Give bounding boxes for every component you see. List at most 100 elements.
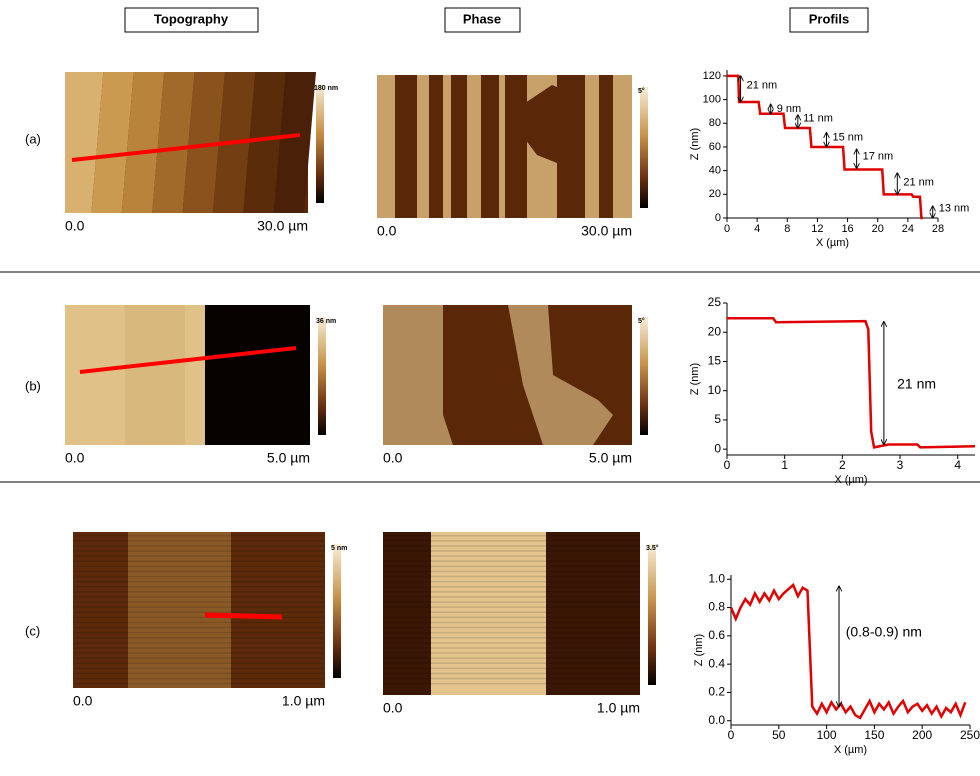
streak [383,677,640,680]
x-tick-label: 8 [784,223,790,235]
y-tick-label: 80 [709,117,721,129]
streak [73,596,325,598]
y-tick-label: 120 [703,70,721,82]
streak [73,657,325,659]
streak [383,560,640,562]
header: Profils [809,11,849,26]
streak [73,611,325,613]
streak [73,652,325,654]
streak [383,621,640,624]
colorbar-label: 36 nm [316,318,336,325]
terrace [243,72,286,213]
domain [599,75,613,218]
streak [383,642,640,644]
domain [505,75,527,218]
annotation: 9 nm [777,103,801,115]
annotation: 13 nm [939,202,970,214]
terrace [205,305,310,445]
streak [73,540,325,542]
scale-end: 5.0 µm [267,450,310,466]
y-tick-label: 0.4 [708,656,725,670]
profile-chart: 0 4 8 12 16 20 24 28 0 20 40 60 80 100 120 X (µm) Z (nm)… [689,70,969,249]
streak [383,672,640,675]
y-tick-label: 1.0 [708,571,725,585]
row-label: (a) [25,131,41,146]
phase-image [383,305,632,445]
y-axis-label: Z (nm) [689,363,701,395]
annotation: 21 nm [903,176,934,188]
row-label: (b) [25,378,41,393]
streak [73,580,325,583]
streak [73,642,325,644]
x-axis-label: X (µm) [834,474,867,486]
streak [383,545,640,547]
streak [383,662,640,664]
colorbar [640,317,648,435]
y-tick-label: 0.2 [708,685,725,699]
topography-image [65,72,316,213]
y-tick-label: 0 [714,441,721,455]
y-tick-label: 25 [708,295,722,309]
streak [383,657,640,659]
scale-start: 0.0 [65,450,85,466]
colorbar [318,317,326,435]
y-tick-label: 5 [714,412,721,426]
domain [395,75,417,218]
images: (a) 180 nm 0.0 30.0 µm 5° 0.0 30.0 µm (b) 36 nm 0… [25,72,659,716]
streak [73,662,325,664]
headers: Topography Phase Profils [124,7,869,33]
y-tick-label: 20 [709,188,721,200]
streak [383,637,640,639]
band [431,532,546,695]
streak [383,647,640,649]
scale-start: 0.0 [377,223,397,239]
streak [73,586,325,588]
streak [73,682,325,685]
streak [383,535,640,537]
streak [73,555,325,557]
y-tick-label: 20 [708,324,722,338]
x-tick-label: 0 [728,728,735,742]
profile-line [727,316,976,449]
streak [383,626,640,629]
streak [73,591,325,593]
streak [383,631,640,634]
streak [383,555,640,557]
x-tick-label: 50 [772,728,786,742]
streak [73,667,325,670]
header-box [444,7,521,33]
scale-start: 0.0 [73,693,93,709]
streak [383,616,640,619]
x-tick-label: 1 [781,458,788,472]
scale-start: 0.0 [65,218,85,234]
colorbar [648,544,656,685]
x-tick-label: 2 [839,458,846,472]
terrace [182,72,225,213]
terrace [152,72,195,213]
terrace [273,72,316,213]
profile-line [729,582,967,720]
phase-bg [377,75,632,218]
y-tick-label: 0 [715,212,721,224]
scale-end: 1.0 µm [282,693,325,709]
x-tick-label: 4 [754,223,760,235]
streak [73,621,325,624]
domain [507,85,577,165]
annotation: 11 nm [803,112,833,124]
x-tick-label: 200 [912,728,932,742]
y-tick-label: 0.6 [708,628,725,642]
streak [73,601,325,603]
x-tick-label: 0 [724,458,731,472]
annotation: 21 nm [747,79,778,91]
scale-end: 30.0 µm [581,223,632,239]
x-tick-label: 4 [954,458,961,472]
streak [383,575,640,578]
y-tick-label: 40 [709,165,721,177]
x-tick-label: 28 [932,223,944,235]
streak [383,586,640,588]
streak [73,535,325,537]
streak [383,550,640,552]
y-axis-label: Z (nm) [693,634,705,666]
x-tick-label: 0 [724,223,730,235]
